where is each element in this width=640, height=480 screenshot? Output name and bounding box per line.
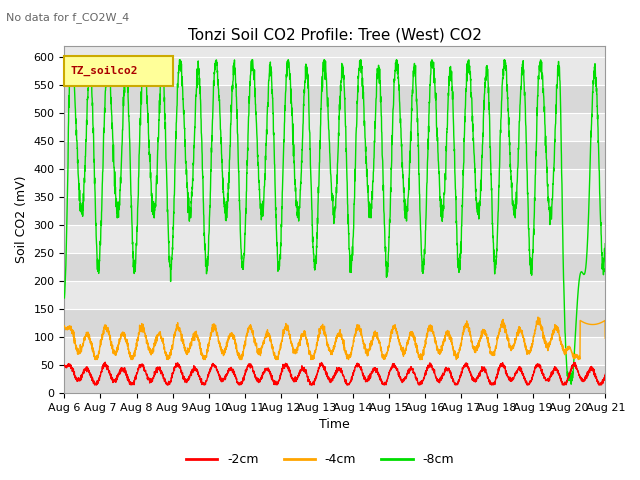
Y-axis label: Soil CO2 (mV): Soil CO2 (mV) — [15, 176, 28, 264]
Bar — [65, 113, 605, 141]
Bar — [65, 169, 605, 197]
Bar — [65, 309, 605, 337]
Bar — [65, 141, 605, 169]
FancyBboxPatch shape — [65, 56, 173, 86]
Text: TZ_soilco2: TZ_soilco2 — [71, 66, 138, 76]
Legend: -2cm, -4cm, -8cm: -2cm, -4cm, -8cm — [181, 448, 459, 471]
Bar — [65, 225, 605, 253]
Bar — [65, 337, 605, 365]
Bar — [65, 365, 605, 393]
Text: No data for f_CO2W_4: No data for f_CO2W_4 — [6, 12, 130, 23]
Bar — [65, 57, 605, 85]
Bar — [65, 281, 605, 309]
Bar — [65, 253, 605, 281]
Bar — [65, 197, 605, 225]
X-axis label: Time: Time — [319, 419, 350, 432]
Bar — [65, 85, 605, 113]
Title: Tonzi Soil CO2 Profile: Tree (West) CO2: Tonzi Soil CO2 Profile: Tree (West) CO2 — [188, 27, 482, 42]
